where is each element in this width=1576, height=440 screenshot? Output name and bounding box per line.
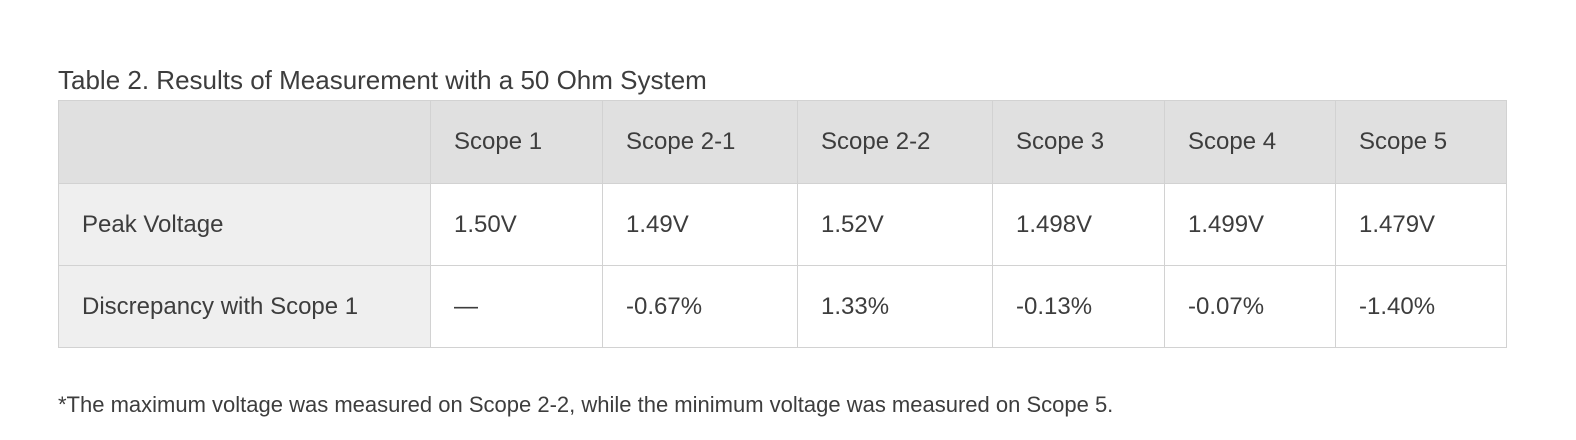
cell-discrepancy-scope-3: -0.13% bbox=[992, 265, 1165, 348]
column-header-scope-3: Scope 3 bbox=[992, 100, 1165, 184]
cell-discrepancy-scope-2-2: 1.33% bbox=[797, 265, 993, 348]
cell-peak-voltage-scope-4: 1.499V bbox=[1164, 183, 1336, 266]
table-row-peak-voltage: Peak Voltage 1.50V 1.49V 1.52V 1.498V 1.… bbox=[58, 183, 1507, 266]
footnote: *The maximum voltage was measured on Sco… bbox=[58, 392, 1114, 417]
cell-peak-voltage-scope-2-2: 1.52V bbox=[797, 183, 993, 266]
row-label-peak-voltage: Peak Voltage bbox=[58, 183, 431, 266]
column-header-scope-2-2: Scope 2-2 bbox=[797, 100, 993, 184]
header-row: Scope 1 Scope 2-1 Scope 2-2 Scope 3 Scop… bbox=[58, 100, 1507, 184]
cell-peak-voltage-scope-3: 1.498V bbox=[992, 183, 1165, 266]
column-header-scope-5: Scope 5 bbox=[1335, 100, 1507, 184]
results-table: Scope 1 Scope 2-1 Scope 2-2 Scope 3 Scop… bbox=[58, 100, 1507, 348]
cell-peak-voltage-scope-2-1: 1.49V bbox=[602, 183, 798, 266]
cell-discrepancy-scope-1: — bbox=[430, 265, 603, 348]
cell-peak-voltage-scope-5: 1.479V bbox=[1335, 183, 1507, 266]
row-label-discrepancy: Discrepancy with Scope 1 bbox=[58, 265, 431, 348]
cell-discrepancy-scope-2-1: -0.67% bbox=[602, 265, 798, 348]
column-header-scope-2-1: Scope 2-1 bbox=[602, 100, 798, 184]
column-header-scope-4: Scope 4 bbox=[1164, 100, 1336, 184]
column-header-scope-1: Scope 1 bbox=[430, 100, 603, 184]
cell-peak-voltage-scope-1: 1.50V bbox=[430, 183, 603, 266]
table-row-discrepancy: Discrepancy with Scope 1 — -0.67% 1.33% … bbox=[58, 265, 1507, 348]
page-title: Table 2. Results of Measurement with a 5… bbox=[58, 65, 707, 96]
cell-discrepancy-scope-5: -1.40% bbox=[1335, 265, 1507, 348]
cell-discrepancy-scope-4: -0.07% bbox=[1164, 265, 1336, 348]
header-empty-cell bbox=[58, 100, 431, 184]
